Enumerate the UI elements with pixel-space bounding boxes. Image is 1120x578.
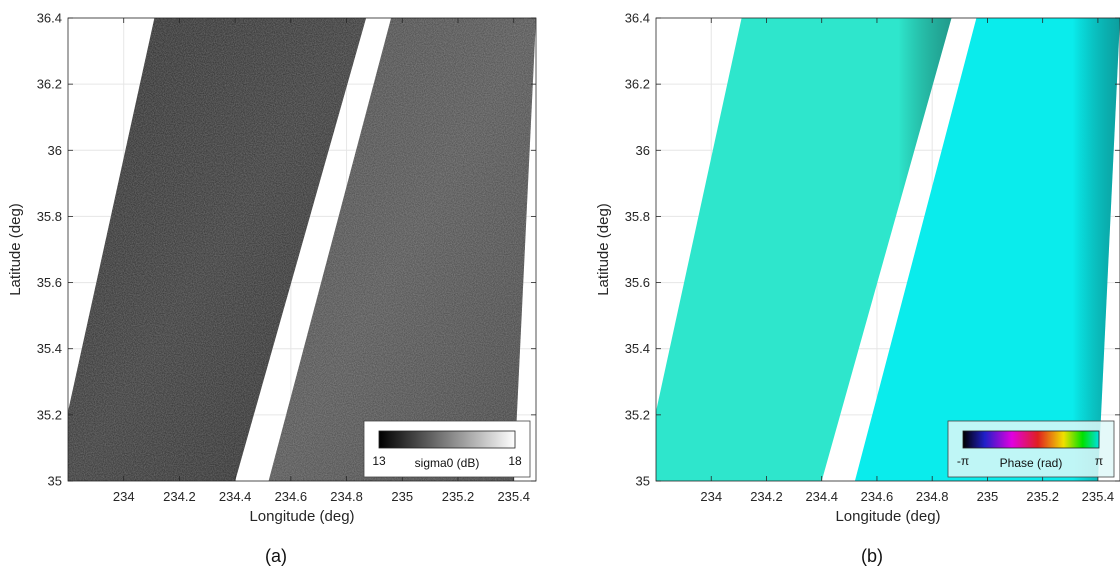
y-tick-label: 35.2 [37, 407, 62, 422]
x-tick-label: 235.2 [1026, 489, 1059, 504]
colorbar-max-label: π [1095, 454, 1103, 468]
y-tick-label: 36 [636, 143, 650, 158]
colorbar-max-label: 18 [508, 454, 522, 468]
swath-layer [68, 18, 536, 481]
colorbar-label: Phase (rad) [1000, 456, 1063, 470]
swath-shading [268, 18, 536, 481]
x-tick-label: 234.8 [916, 489, 949, 504]
panel-caption: (b) [861, 546, 883, 566]
axes-box [67, 17, 537, 482]
x-tick-label: 234.4 [805, 489, 838, 504]
y-tick-label: 36 [48, 143, 62, 158]
x-tick-label: 235.4 [1082, 489, 1115, 504]
y-tick-label: 36.2 [37, 77, 62, 92]
panel-caption: (a) [265, 546, 287, 566]
x-axis-label: Longitude (deg) [835, 508, 940, 525]
swath-shading [68, 18, 367, 481]
x-tick-label: 234.4 [219, 489, 252, 504]
y-tick-label: 36.4 [37, 11, 62, 26]
x-tick-label: 234.2 [163, 489, 196, 504]
y-tick-label: 36.4 [625, 11, 650, 26]
swath-layer [656, 18, 1120, 481]
x-axis-label: Longitude (deg) [249, 508, 354, 525]
x-tick-label: 235.2 [442, 489, 475, 504]
y-tick-label: 35.6 [37, 275, 62, 290]
y-tick-label: 35.4 [625, 341, 650, 356]
y-tick-label: 35 [48, 474, 62, 489]
x-tick-label: 234.8 [330, 489, 363, 504]
y-tick-label: 35.2 [625, 407, 650, 422]
x-tick-label: 234.6 [275, 489, 308, 504]
colorbar-min-label: 13 [372, 454, 386, 468]
y-axis-label: Latitude (deg) [595, 203, 612, 296]
y-tick-label: 35.6 [625, 275, 650, 290]
swath-shading [656, 18, 952, 481]
x-tick-label: 235 [977, 489, 999, 504]
x-tick-label: 234 [113, 489, 135, 504]
panel-a: 234 234.2 234.4 234.6 234.8 235 235.2 235.4 35 35… [7, 11, 537, 566]
colorbar-box [947, 420, 1115, 478]
x-tick-label: 234.2 [750, 489, 783, 504]
axes-box [655, 17, 1120, 482]
colorbar-box [363, 420, 531, 478]
y-tick-label: 35.8 [37, 209, 62, 224]
x-tick-label: 234 [700, 489, 722, 504]
y-tick-label: 35.4 [37, 341, 62, 356]
y-axis-label: Latitude (deg) [7, 203, 24, 296]
y-tick-label: 35 [636, 474, 650, 489]
colorbar: -π π Phase (rad) [947, 420, 1115, 478]
colorbar-label: sigma0 (dB) [415, 456, 480, 470]
x-tick-label: 235 [391, 489, 413, 504]
colorbar-gradient [378, 430, 516, 449]
y-tick-label: 36.2 [625, 77, 650, 92]
colorbar-min-label: -π [957, 454, 969, 468]
swath-shading [854, 18, 1120, 481]
x-tick-label: 234.6 [861, 489, 894, 504]
panel-b: 234 234.2 234.4 234.6 234.8 235 235.2 235.4 35 35… [595, 11, 1120, 566]
colorbar: 13 18 sigma0 (dB) [363, 420, 531, 478]
y-tick-label: 35.8 [625, 209, 650, 224]
x-tick-label: 235.4 [497, 489, 530, 504]
colorbar-gradient [962, 430, 1100, 449]
